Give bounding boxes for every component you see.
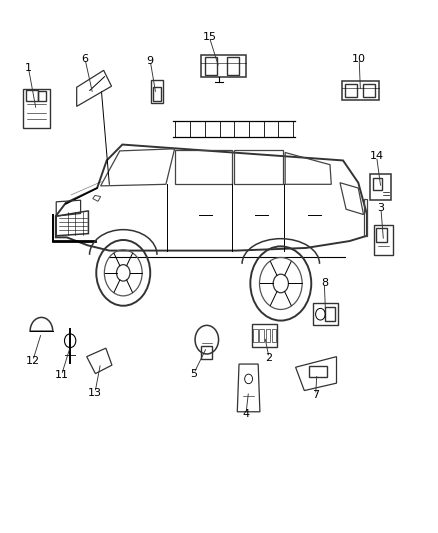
Text: 2: 2 bbox=[265, 353, 272, 362]
Text: 14: 14 bbox=[370, 151, 384, 161]
Text: 15: 15 bbox=[202, 33, 216, 43]
Text: 1: 1 bbox=[25, 63, 32, 72]
Text: 7: 7 bbox=[312, 390, 319, 400]
Text: 11: 11 bbox=[54, 370, 68, 380]
Text: 5: 5 bbox=[190, 369, 197, 378]
Text: 10: 10 bbox=[352, 54, 366, 63]
Text: 8: 8 bbox=[321, 278, 328, 288]
Text: 12: 12 bbox=[26, 356, 40, 366]
Text: 3: 3 bbox=[378, 203, 385, 213]
Text: 13: 13 bbox=[88, 387, 102, 398]
Text: 9: 9 bbox=[147, 56, 154, 66]
Text: 4: 4 bbox=[242, 409, 250, 419]
Text: 6: 6 bbox=[81, 54, 88, 63]
